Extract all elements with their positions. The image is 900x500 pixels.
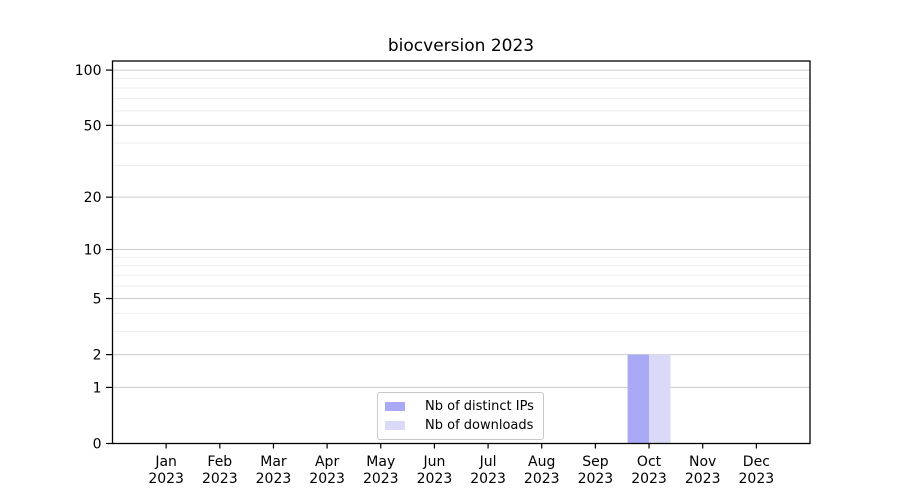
x-tick-label-month-jun: Jun (422, 454, 445, 470)
x-tick-label-year-jul: 2023 (470, 471, 506, 487)
x-tick-label-year-apr: 2023 (309, 471, 345, 487)
minor-gridlines (112, 78, 810, 332)
plot-frame (111, 60, 811, 445)
chart-title: biocversion 2023 (387, 36, 535, 56)
x-tick-label-month-sep: Sep (582, 454, 609, 470)
x-tick-label-year-jan: 2023 (148, 471, 184, 487)
x-tick-label-year-dec: 2023 (739, 471, 775, 487)
y-axis: 0 1 2 5 10 20 50 100 (75, 63, 113, 453)
x-tick-label-month-may: May (366, 454, 395, 470)
y-tick-label-10: 10 (84, 242, 102, 258)
x-tick-label-year-oct: 2023 (631, 471, 667, 487)
x-tick-label-year-may: 2023 (363, 471, 399, 487)
major-gridlines (112, 69, 810, 388)
legend-item-nb-of-distinct-ips: Nb of distinct IPs (385, 397, 534, 416)
x-tick-label-year-nov: 2023 (685, 471, 721, 487)
x-tick-label-month-jul: Jul (479, 454, 497, 470)
x-tick-label-month-feb: Feb (207, 454, 232, 470)
x-tick-label-month-oct: Oct (637, 454, 662, 470)
legend-swatch-nb-of-distinct-ips (385, 402, 405, 411)
y-tick-label-20: 20 (84, 190, 102, 206)
legend-item-nb-of-downloads: Nb of downloads (385, 416, 534, 435)
x-tick-label-month-jan: Jan (154, 454, 177, 470)
x-axis: Jan2023Feb2023Mar2023Apr2023May2023Jun20… (148, 443, 775, 487)
legend-label: Nb of downloads (425, 418, 534, 433)
x-tick-label-year-sep: 2023 (578, 471, 614, 487)
bar-nb-of-downloads-oct-2023 (649, 354, 671, 444)
x-tick-label-year-feb: 2023 (202, 471, 238, 487)
bar-nb-of-distinct-ips-oct-2023 (627, 354, 650, 444)
x-tick-label-month-apr: Apr (315, 454, 339, 470)
x-tick-label-year-jun: 2023 (417, 471, 453, 487)
x-tick-label-month-dec: Dec (743, 454, 770, 470)
y-tick-label-50: 50 (84, 118, 102, 134)
x-tick-label-month-aug: Aug (528, 454, 555, 470)
legend-swatch-nb-of-downloads (385, 421, 405, 430)
x-tick-label-year-aug: 2023 (524, 471, 560, 487)
y-tick-label-1: 1 (93, 380, 102, 396)
y-tick-label-0: 0 (93, 437, 102, 453)
legend-label: Nb of distinct IPs (425, 399, 534, 414)
legend: Nb of distinct IPs Nb of downloads (377, 392, 544, 440)
x-tick-label-month-nov: Nov (689, 454, 716, 470)
y-tick-label-2: 2 (93, 348, 102, 364)
y-tick-label-100: 100 (75, 63, 102, 79)
bars (627, 354, 671, 444)
y-tick-label-5: 5 (93, 292, 102, 308)
x-tick-label-year-mar: 2023 (256, 471, 292, 487)
x-tick-label-month-mar: Mar (260, 454, 287, 470)
